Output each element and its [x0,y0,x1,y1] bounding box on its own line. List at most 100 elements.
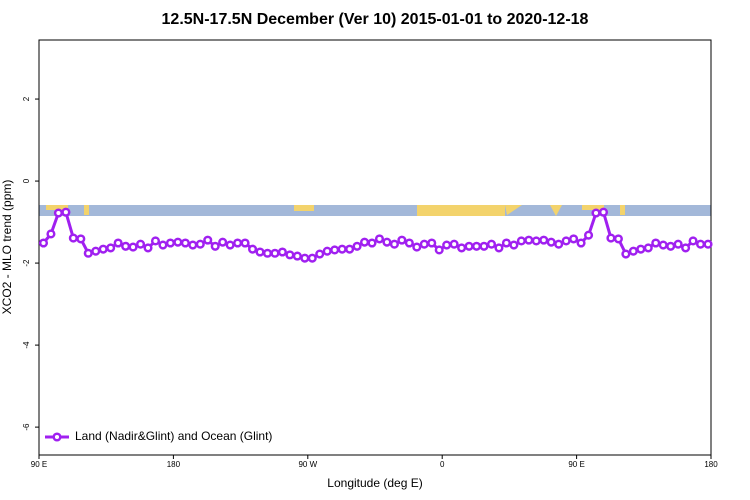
series-marker [285,250,295,260]
y-tick-label: -4 [22,341,31,349]
series-marker [681,243,691,253]
series-marker [464,241,474,251]
series-marker [367,238,377,248]
series-marker [53,208,63,218]
y-tick-label: -6 [22,423,31,431]
series-marker [486,239,497,249]
series-marker [240,238,250,248]
series-marker [591,208,601,218]
series-marker [300,253,310,263]
series-marker [442,240,452,250]
series-marker [673,239,683,249]
series-marker [434,245,444,255]
series-marker [561,236,571,246]
x-tick-label: 90 E [31,460,47,469]
series-marker [158,240,168,250]
land [582,205,604,210]
land [84,205,89,215]
series-marker [143,243,153,253]
chart-title: 12.5N-17.5N December (Ver 10) 2015-01-01… [162,11,589,28]
series-marker [203,235,213,245]
series-marker [397,235,407,245]
series-marker [330,245,340,255]
series-marker [195,239,205,249]
series-marker [135,239,146,249]
series-marker [173,237,183,247]
series-marker [554,239,564,249]
series-marker [247,244,258,254]
series-marker [457,243,467,253]
x-tick-label: 90 W [298,460,317,469]
series-marker [337,244,347,254]
series-marker [628,246,638,256]
series-marker [621,249,631,259]
series-marker [569,234,579,244]
y-tick-label: 0 [22,178,31,183]
x-tick-label: 180 [704,460,718,469]
series-marker [83,248,93,258]
x-axis-label: Longitude (deg E) [327,476,422,490]
series-marker [233,238,243,248]
series-marker [262,248,273,258]
series-marker [307,253,317,263]
series-marker [218,237,228,247]
series-marker [188,240,198,250]
series-marker [449,239,459,249]
series-marker [494,243,504,253]
series-marker [315,249,325,259]
series-marker [76,234,86,244]
series-marker [598,207,609,217]
series-marker [38,238,49,248]
series-marker [46,229,56,239]
land [550,205,562,216]
series-marker [479,241,489,251]
series-marker [352,241,362,251]
series-marker [165,238,175,248]
series-marker [583,230,594,240]
series-marker [61,207,71,217]
x-tick-label: 0 [440,460,445,469]
x-tick-label: 90 E [568,460,584,469]
series-marker [606,233,616,243]
series-marker [613,234,623,244]
series-marker [531,236,541,246]
x-tick-label: 180 [167,460,181,469]
series-marker [643,243,653,253]
series-marker [636,244,646,254]
series-marker [651,238,661,248]
series-marker [121,241,131,251]
series-marker [345,244,355,254]
series-marker [359,237,370,247]
series-marker [180,238,190,248]
series-marker [106,243,116,253]
land [620,205,625,215]
legend-marker [52,432,62,442]
series-marker [113,238,123,248]
series-marker [270,248,280,258]
y-tick-label: -2 [22,259,31,267]
land [505,205,522,215]
series-marker [128,242,138,252]
series-marker [255,247,265,257]
map-band [39,205,711,216]
y-axis-label: XCO2 - MLO trend (ppm) [0,180,14,315]
y-tick-label: 2 [22,96,31,101]
series-marker [539,235,549,245]
series-marker [501,238,511,248]
legend-label: Land (Nadir&Glint) and Ocean (Glint) [75,429,272,443]
series-marker [277,247,287,257]
series-marker [666,241,676,251]
series-marker [389,239,399,249]
series-marker [471,241,482,251]
land [46,205,68,210]
series-marker [210,241,220,251]
series-marker [382,237,392,247]
series-marker [322,246,332,256]
series-marker [509,240,519,250]
series-marker [374,234,385,244]
land [417,205,505,216]
series-marker [546,237,556,247]
series-marker [404,238,414,248]
series-marker [68,233,78,243]
